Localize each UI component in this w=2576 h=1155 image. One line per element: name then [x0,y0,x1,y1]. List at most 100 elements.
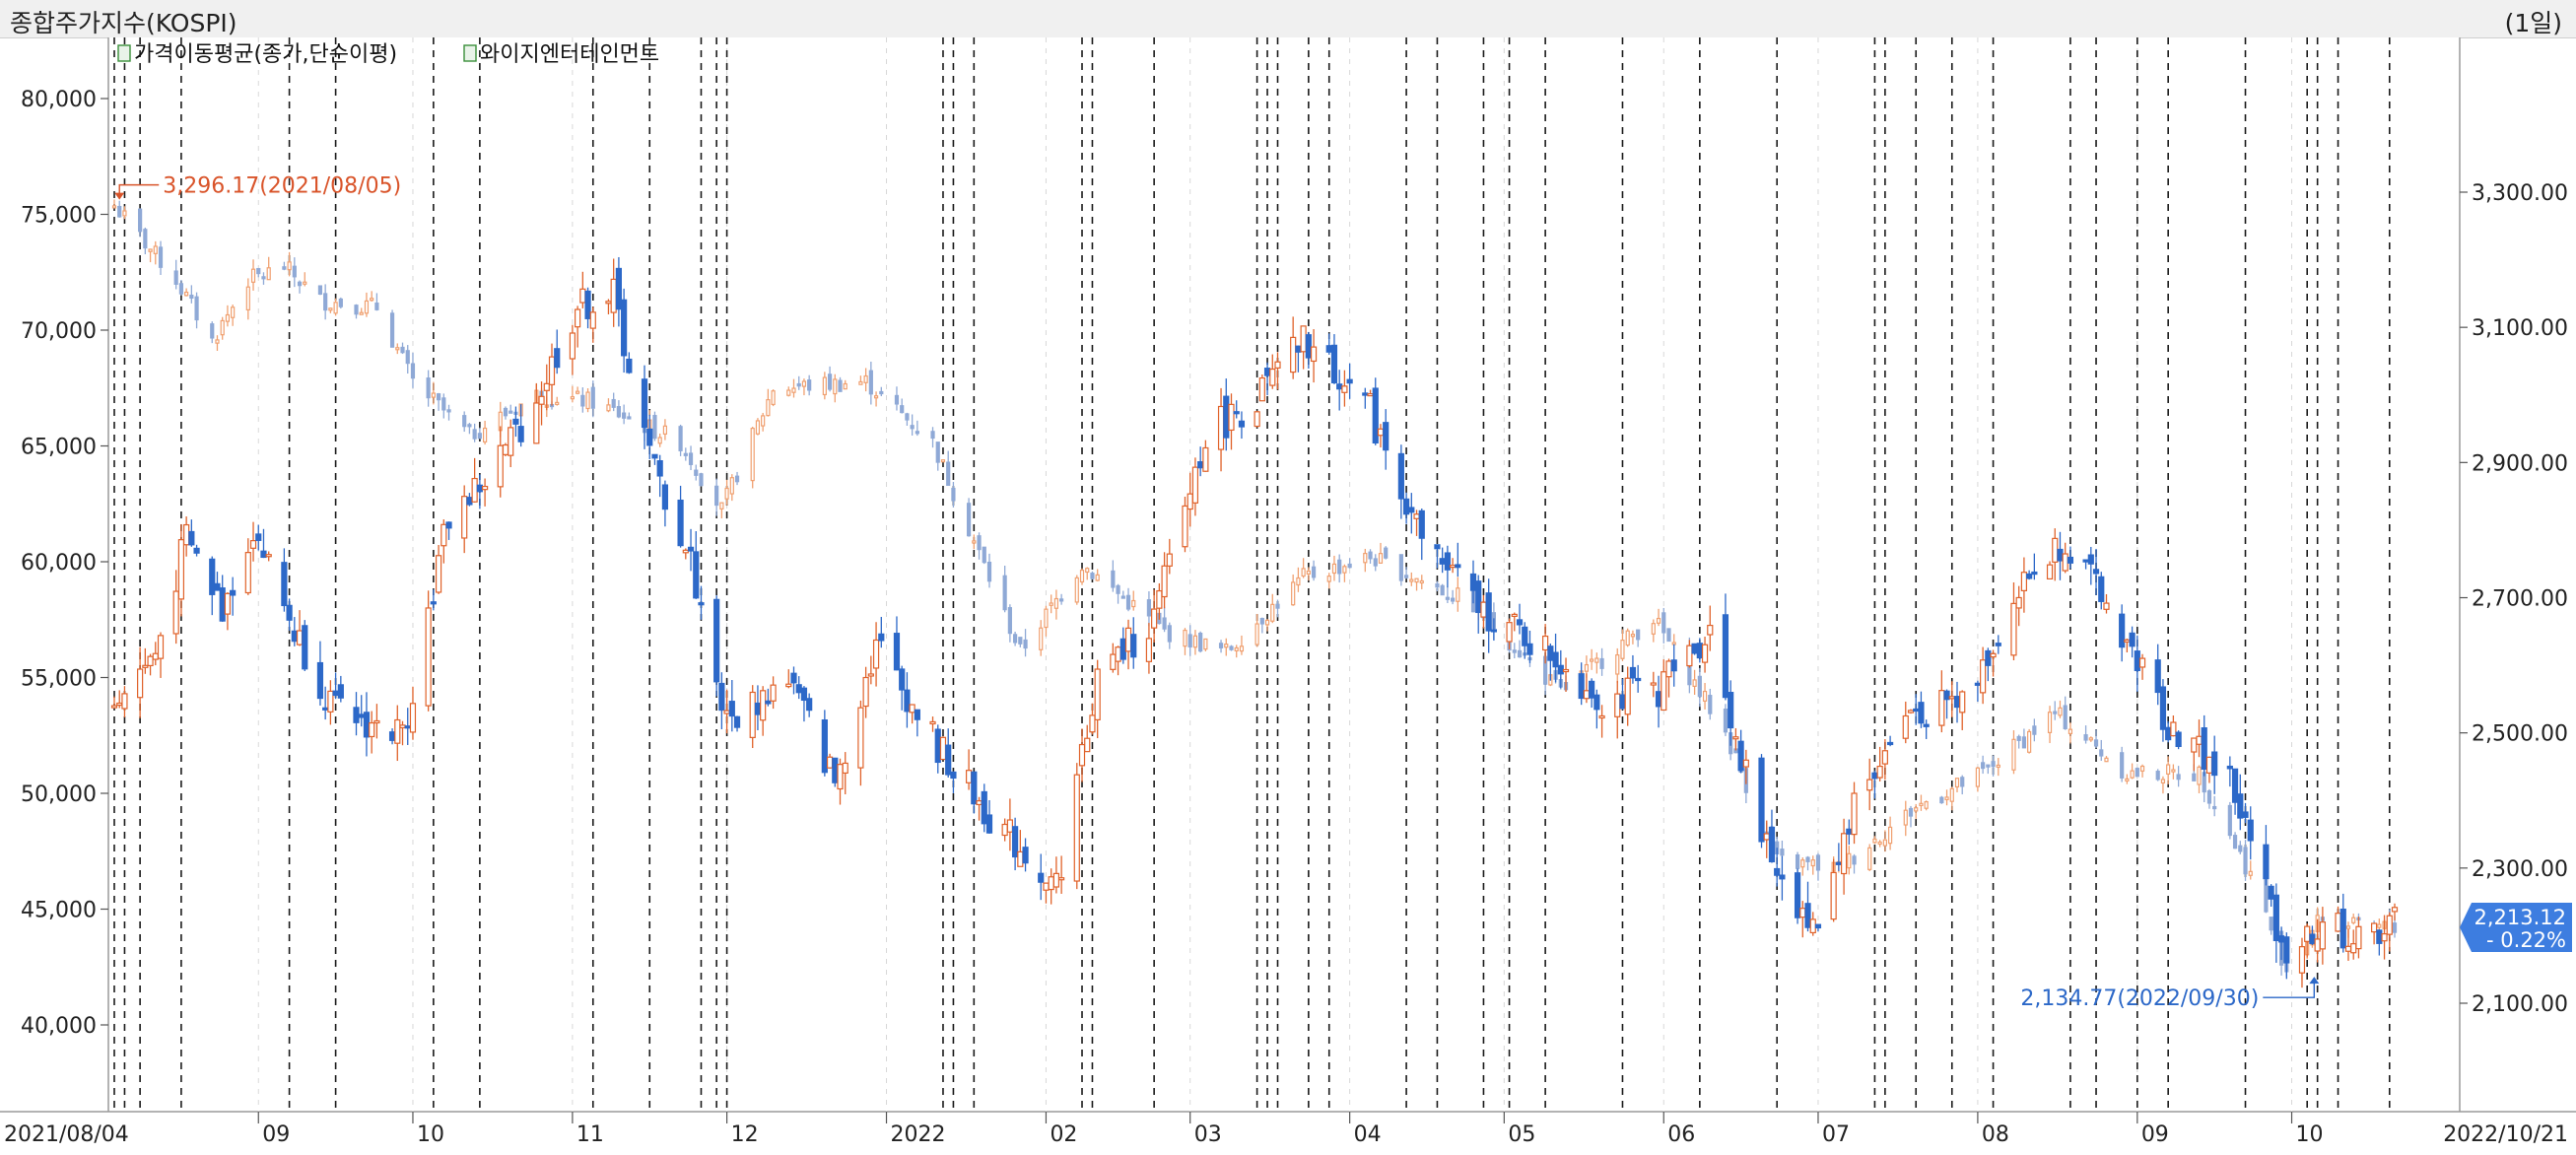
stock-candle-body [265,554,272,558]
stock-candle-body [2129,632,2135,647]
stock-candle-body [929,720,936,725]
stock-candle-body [2226,765,2233,770]
stock-candle-body [512,418,519,425]
stock-candle-body [698,602,705,606]
index-candle-body [1986,764,1991,768]
period-label[interactable]: (1일) [2504,9,2562,37]
stock-candle-body [687,546,695,552]
index-candle-body [338,298,343,307]
stock-candle-body [2344,945,2352,952]
index-candle-body [467,424,472,428]
index-candle-body [1625,630,1630,646]
stock-candle-body [2103,602,2110,610]
index-candle-body [359,311,364,315]
stock-candle-body [575,308,581,328]
stock-candle-body [1089,714,1096,733]
index-candle-body [1594,657,1599,663]
stock-candle-body [1038,872,1045,883]
stock-candle-body [2247,819,2254,842]
index-candle-body [178,283,184,295]
stock-candle-body [244,552,251,594]
index-candle-body [1398,554,1403,581]
stock-candle-body [1130,634,1137,658]
index-candle-body [1409,578,1414,582]
x-axis-tick-label: 10 [417,1122,444,1147]
index-candle-body [1198,632,1203,652]
index-candle-body [1584,663,1590,672]
index-candle-body [1167,625,1172,643]
stock-candle-body [2031,571,2038,576]
left-axis: 80,000 75,000 70,000 65,000 60,000 55,000 50,0… [21,88,108,1039]
index-candle-body [1187,634,1192,647]
index-candle-body [477,433,482,440]
index-candle-body [822,376,827,396]
stock-candle-body [651,453,658,459]
stock-candle-body [1728,692,1734,729]
stock-candle-body [302,625,308,670]
stock-candle-body [1840,833,1848,875]
stock-candle-body [971,771,978,805]
index-candle-body [153,245,158,254]
index-candle-body [2021,736,2027,749]
stock-candle-body [214,582,221,591]
stock-candle-body [785,683,792,688]
index-candle-body [827,374,833,390]
index-candle-body [1131,599,1136,608]
index-candle-body [1697,675,1702,698]
stock-candle-body [2339,908,2346,949]
index-candle-body [611,398,616,408]
stock-candle-body [1480,601,1487,618]
index-candle-body [503,407,508,417]
stock-candle-body [1593,694,1600,711]
stock-candle-body [142,664,149,668]
index-candle-body [1872,838,1877,844]
stock-candle-body [388,731,396,741]
index-candle-body [576,390,580,394]
stock-candle-body [137,668,144,699]
stock-candle-body [2391,907,2399,913]
stock-candle-body [1655,691,1662,708]
index-candle-body [915,431,919,435]
index-candle-body [426,377,431,399]
stock-candle-body [2020,572,2028,591]
stock-candle-body [2350,943,2357,954]
stock-candle-body [2138,657,2146,668]
index-candle-body [395,347,400,351]
stock-candle-body [2046,564,2054,580]
index-candle-body [678,426,683,451]
stock-candle-body [1182,505,1188,548]
index-candle-body [1053,597,1058,609]
annotations: 3,296.17(2021/08/05) 2,134.77(2022/09/30) [114,174,2320,1011]
stock-candle-body [610,278,617,313]
stock-candle-body [430,601,437,605]
stock-candle-body [1732,736,1739,740]
stock-candle-body [1254,411,1260,428]
index-candle-body [662,425,668,435]
stock-candle-body [2314,938,2321,952]
index-candle-body [2206,789,2212,804]
stock-candle-body [2191,737,2198,753]
index-candle-body [694,469,699,476]
index-candle-body [1852,855,1857,865]
stock-candle-body [904,689,911,713]
index-candle-body [1234,646,1239,651]
index-candle-body [1800,859,1805,868]
index-candle-body [734,475,740,483]
stock-candle-body [281,562,288,607]
index-candle-body [2227,804,2232,837]
index-candle-body [833,378,838,395]
index-candle-body [225,313,231,322]
stock-candle-body [1402,498,1410,515]
stock-candle-body [1881,750,1888,765]
index-candle-body [972,540,977,544]
index-candle-body [1311,566,1317,578]
stock-candle-body [1145,638,1153,662]
index-candle-body [323,293,328,311]
index-candle-body [1795,853,1800,869]
index-candle-body [1949,787,1954,802]
index-candle-body [879,390,884,395]
stock-candle-body [2175,731,2182,748]
index-candle-body [364,300,370,314]
index-candle-body [843,382,847,390]
